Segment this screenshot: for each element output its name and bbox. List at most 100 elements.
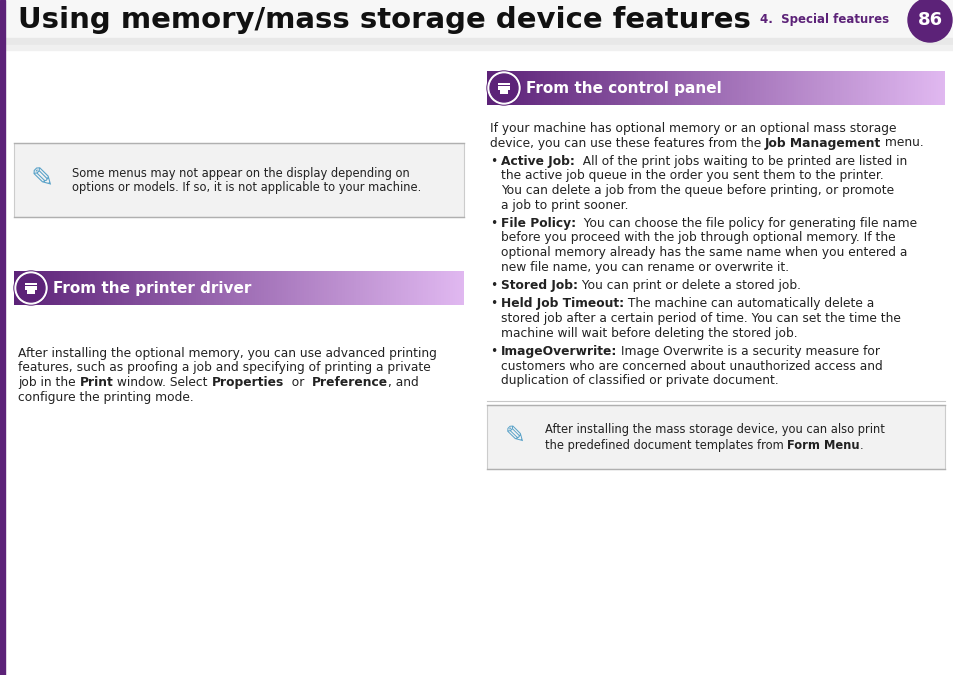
Text: You can print or delete a stored job.: You can print or delete a stored job. — [578, 279, 801, 292]
Bar — [256, 271, 259, 305]
Bar — [387, 271, 390, 305]
Bar — [205, 271, 208, 305]
Bar — [294, 271, 297, 305]
Bar — [807, 71, 809, 105]
Bar — [882, 71, 885, 105]
Bar — [551, 71, 554, 105]
Bar — [685, 71, 688, 105]
Bar — [315, 271, 318, 305]
Bar — [935, 71, 938, 105]
Text: before you proceed with the job through optional memory. If the: before you proceed with the job through … — [500, 232, 895, 244]
Bar — [660, 71, 663, 105]
Bar — [129, 271, 132, 305]
Bar — [654, 71, 657, 105]
Bar — [327, 271, 329, 305]
Bar — [747, 71, 750, 105]
Bar — [193, 271, 196, 305]
Bar — [853, 71, 855, 105]
Bar — [651, 71, 654, 105]
Bar — [902, 71, 905, 105]
Bar — [293, 271, 295, 305]
Bar — [850, 71, 853, 105]
Bar — [196, 271, 199, 305]
Bar — [61, 271, 64, 305]
Bar — [722, 71, 725, 105]
Bar — [187, 271, 190, 305]
Bar — [773, 71, 775, 105]
Bar — [394, 271, 396, 305]
Bar — [822, 71, 825, 105]
Bar — [525, 71, 528, 105]
Bar — [539, 71, 542, 105]
Bar — [555, 71, 558, 105]
Bar — [25, 283, 37, 290]
Bar — [374, 271, 376, 305]
Bar — [133, 271, 136, 305]
Bar — [708, 71, 711, 105]
Bar — [36, 271, 39, 305]
Bar — [153, 271, 156, 305]
Bar — [430, 271, 433, 305]
Bar — [27, 289, 35, 294]
Bar — [505, 71, 508, 105]
Bar — [701, 71, 704, 105]
Bar — [768, 71, 771, 105]
Bar — [34, 271, 37, 305]
Bar — [695, 71, 698, 105]
Bar — [438, 271, 441, 305]
Bar — [693, 71, 695, 105]
Bar — [837, 71, 840, 105]
Bar — [28, 271, 30, 305]
Bar — [106, 271, 109, 305]
Bar — [165, 271, 168, 305]
Bar — [639, 71, 642, 105]
Bar — [414, 271, 416, 305]
Bar — [580, 71, 583, 105]
Bar — [178, 271, 181, 305]
Bar — [14, 271, 17, 305]
Bar — [46, 271, 49, 305]
Bar — [448, 271, 451, 305]
Bar — [704, 71, 706, 105]
Bar — [309, 271, 312, 305]
Bar — [135, 271, 138, 305]
Bar — [933, 71, 935, 105]
Bar — [628, 71, 631, 105]
Bar — [48, 271, 51, 305]
Bar — [56, 271, 59, 305]
Bar — [25, 271, 28, 305]
Text: Image Overwrite is a security measure for: Image Overwrite is a security measure fo… — [617, 345, 880, 358]
Bar — [866, 71, 869, 105]
Bar — [203, 271, 206, 305]
Bar — [183, 271, 185, 305]
Bar — [523, 71, 526, 105]
Bar — [89, 271, 91, 305]
Text: The machine can automatically delete a: The machine can automatically delete a — [623, 298, 874, 310]
Bar — [71, 271, 73, 305]
Bar — [214, 271, 216, 305]
Circle shape — [486, 71, 520, 105]
Bar — [530, 71, 533, 105]
Text: optional memory already has the same name when you entered a: optional memory already has the same nam… — [500, 246, 906, 259]
Bar — [407, 271, 410, 305]
Bar — [372, 271, 375, 305]
Bar — [543, 71, 546, 105]
Text: From the printer driver: From the printer driver — [53, 281, 251, 296]
Text: After installing the mass storage device, you can also print: After installing the mass storage device… — [544, 423, 884, 436]
Bar — [50, 271, 52, 305]
Bar — [212, 271, 214, 305]
Bar — [832, 71, 835, 105]
Bar — [175, 271, 178, 305]
Bar — [713, 71, 716, 105]
Bar — [532, 71, 535, 105]
Bar — [347, 271, 350, 305]
Bar — [304, 271, 307, 305]
Bar — [848, 71, 851, 105]
Bar — [59, 271, 62, 305]
Bar — [279, 271, 282, 305]
Bar — [68, 271, 71, 305]
Bar — [706, 71, 709, 105]
Bar — [400, 271, 403, 305]
Bar — [192, 271, 194, 305]
Bar — [208, 271, 210, 305]
